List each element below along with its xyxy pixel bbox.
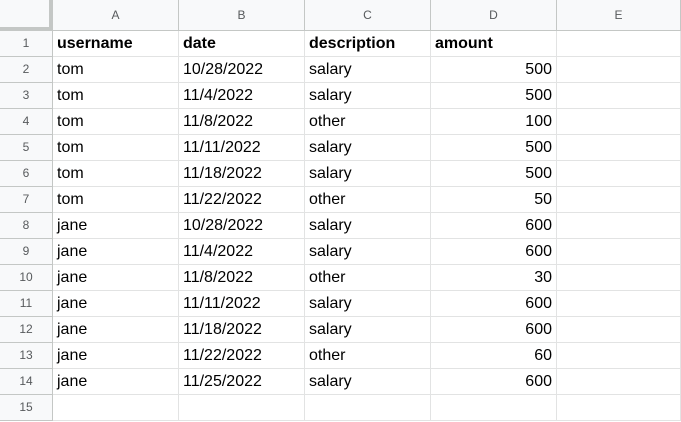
table-cell[interactable] (557, 239, 681, 265)
table-cell[interactable]: other (305, 187, 431, 213)
table-cell[interactable]: jane (53, 369, 179, 395)
table-cell[interactable]: salary (305, 135, 431, 161)
table-cell[interactable] (557, 213, 681, 239)
table-cell[interactable]: salary (305, 57, 431, 83)
table-cell[interactable]: tom (53, 83, 179, 109)
table-cell[interactable]: other (305, 265, 431, 291)
table-cell[interactable] (557, 109, 681, 135)
table-cell[interactable]: tom (53, 161, 179, 187)
table-cell[interactable]: 100 (431, 109, 557, 135)
table-cell[interactable]: 11/4/2022 (179, 239, 305, 265)
table-cell[interactable]: 11/22/2022 (179, 343, 305, 369)
column-header-d[interactable]: D (431, 0, 557, 31)
table-cell[interactable]: 600 (431, 369, 557, 395)
table-cell[interactable]: 11/4/2022 (179, 83, 305, 109)
table-cell[interactable]: 10/28/2022 (179, 57, 305, 83)
table-cell[interactable] (431, 395, 557, 421)
table-cell[interactable]: 600 (431, 291, 557, 317)
table-cell[interactable]: salary (305, 239, 431, 265)
table-cell[interactable]: 500 (431, 161, 557, 187)
table-cell[interactable]: tom (53, 57, 179, 83)
table-cell[interactable] (557, 369, 681, 395)
table-cell[interactable] (557, 395, 681, 421)
table-cell[interactable]: 600 (431, 213, 557, 239)
table-cell[interactable]: 11/25/2022 (179, 369, 305, 395)
table-cell[interactable]: tom (53, 187, 179, 213)
row-header-8[interactable]: 8 (0, 213, 53, 239)
table-cell[interactable]: jane (53, 265, 179, 291)
table-cell[interactable]: 600 (431, 239, 557, 265)
table-cell[interactable] (557, 187, 681, 213)
header-cell-e[interactable] (557, 31, 681, 57)
table-cell[interactable] (557, 317, 681, 343)
row-header-3[interactable]: 3 (0, 83, 53, 109)
table-cell[interactable]: jane (53, 343, 179, 369)
header-cell-a[interactable]: username (53, 31, 179, 57)
table-cell[interactable]: 10/28/2022 (179, 213, 305, 239)
row-header-14[interactable]: 14 (0, 369, 53, 395)
table-cell[interactable]: 30 (431, 265, 557, 291)
column-header-e[interactable]: E (557, 0, 681, 31)
table-cell[interactable]: salary (305, 213, 431, 239)
table-cell[interactable]: salary (305, 161, 431, 187)
table-cell[interactable] (557, 83, 681, 109)
column-header-b[interactable]: B (179, 0, 305, 31)
table-cell[interactable]: other (305, 343, 431, 369)
table-cell[interactable]: 500 (431, 83, 557, 109)
table-cell[interactable] (557, 161, 681, 187)
table-cell[interactable] (557, 135, 681, 161)
row-header-2[interactable]: 2 (0, 57, 53, 83)
table-cell[interactable]: salary (305, 369, 431, 395)
table-cell[interactable]: jane (53, 213, 179, 239)
table-cell[interactable]: other (305, 109, 431, 135)
table-cell[interactable]: jane (53, 239, 179, 265)
table-cell[interactable]: 60 (431, 343, 557, 369)
column-header-a[interactable]: A (53, 0, 179, 31)
row-header-12[interactable]: 12 (0, 317, 53, 343)
row-header-10[interactable]: 10 (0, 265, 53, 291)
row-header-11[interactable]: 11 (0, 291, 53, 317)
row-header-6[interactable]: 6 (0, 161, 53, 187)
row-header-13[interactable]: 13 (0, 343, 53, 369)
row-header-1[interactable]: 1 (0, 31, 53, 57)
table-cell[interactable] (557, 343, 681, 369)
column-header-c[interactable]: C (305, 0, 431, 31)
table-cell[interactable]: 50 (431, 187, 557, 213)
table-cell[interactable] (179, 395, 305, 421)
row-header-4[interactable]: 4 (0, 109, 53, 135)
table-cell[interactable]: 11/8/2022 (179, 109, 305, 135)
table-cell[interactable] (557, 57, 681, 83)
table-cell[interactable]: salary (305, 291, 431, 317)
table-cell[interactable]: 500 (431, 57, 557, 83)
table-cell[interactable]: 500 (431, 135, 557, 161)
table-cell[interactable]: 11/18/2022 (179, 317, 305, 343)
table-cell[interactable]: 11/11/2022 (179, 135, 305, 161)
table-cell[interactable]: tom (53, 135, 179, 161)
table-cell[interactable] (305, 395, 431, 421)
table-cell[interactable]: 11/18/2022 (179, 161, 305, 187)
header-cell-d[interactable]: amount (431, 31, 557, 57)
row-header-15[interactable]: 15 (0, 395, 53, 421)
table-cell[interactable] (557, 265, 681, 291)
row-header-9[interactable]: 9 (0, 239, 53, 265)
table-cell[interactable]: jane (53, 291, 179, 317)
row-header-5[interactable]: 5 (0, 135, 53, 161)
table-cell[interactable]: jane (53, 317, 179, 343)
table-cell[interactable]: salary (305, 83, 431, 109)
header-cell-c[interactable]: description (305, 31, 431, 57)
row-header-7[interactable]: 7 (0, 187, 53, 213)
select-all-corner[interactable] (0, 0, 53, 31)
table-cell[interactable]: 11/11/2022 (179, 291, 305, 317)
table-cell[interactable]: 600 (431, 317, 557, 343)
table-cell[interactable]: 11/22/2022 (179, 187, 305, 213)
table-cell[interactable]: salary (305, 317, 431, 343)
table-cell[interactable]: tom (53, 109, 179, 135)
table-cell[interactable] (53, 395, 179, 421)
table-cell[interactable]: 11/8/2022 (179, 265, 305, 291)
header-cell-b[interactable]: date (179, 31, 305, 57)
table-cell[interactable] (557, 291, 681, 317)
